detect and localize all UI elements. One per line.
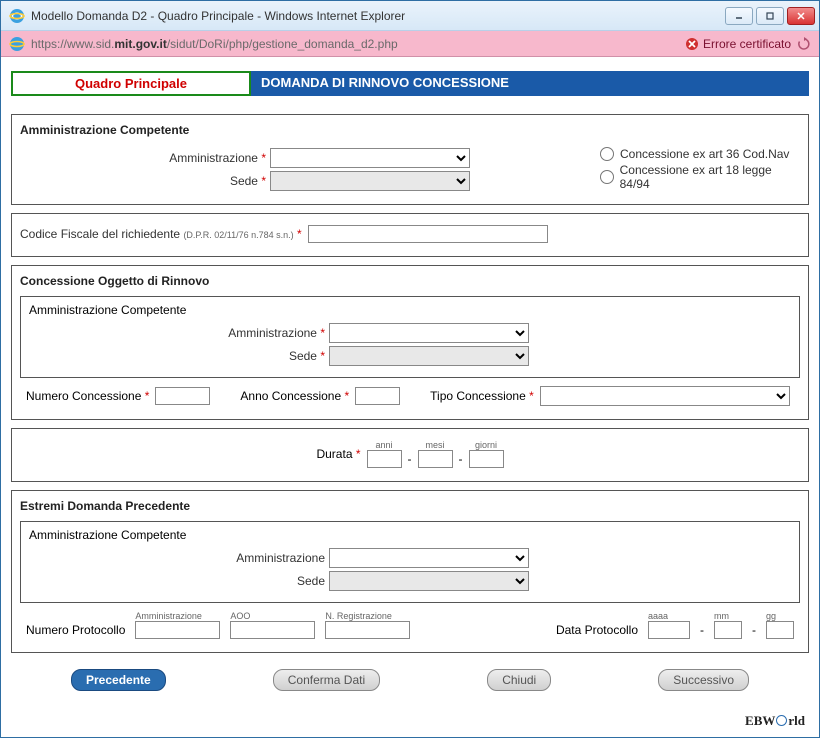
label-data-aaaa: aaaa bbox=[648, 611, 668, 621]
maximize-button[interactable] bbox=[756, 7, 784, 25]
input-codice-fiscale[interactable] bbox=[308, 225, 548, 243]
label-sede: Sede * bbox=[20, 174, 270, 188]
label-numero-protocollo: Numero Protocollo bbox=[26, 623, 125, 639]
select-estremi-amministrazione[interactable] bbox=[329, 548, 529, 568]
label-data-mm: mm bbox=[714, 611, 729, 621]
label-amministrazione: Amministrazione * bbox=[20, 151, 270, 165]
successivo-button[interactable]: Successivo bbox=[658, 669, 749, 691]
input-numero-concessione[interactable] bbox=[155, 387, 210, 405]
label-mesi: mesi bbox=[426, 440, 445, 450]
subsection-estremi-admin: Amministrazione Competente Amministrazio… bbox=[20, 521, 800, 603]
url-host: mit.gov.it bbox=[114, 37, 166, 51]
input-durata-mesi[interactable] bbox=[418, 450, 453, 468]
label-tipo-concessione: Tipo Concessione * bbox=[430, 389, 534, 403]
label-prot-admin: Amministrazione bbox=[135, 611, 202, 621]
section-rinnovo: Concessione Oggetto di Rinnovo Amministr… bbox=[11, 265, 809, 420]
label-prot-aoo: AOO bbox=[230, 611, 250, 621]
section-codice-fiscale: Codice Fiscale del richiedente (D.P.R. 0… bbox=[11, 213, 809, 257]
input-anno-concessione[interactable] bbox=[355, 387, 400, 405]
select-rinnovo-sede[interactable] bbox=[329, 346, 529, 366]
url-prefix: https://www.sid. bbox=[31, 37, 114, 51]
chiudi-button[interactable]: Chiudi bbox=[487, 669, 551, 691]
minimize-button[interactable] bbox=[725, 7, 753, 25]
label-rinnovo-amministrazione: Amministrazione * bbox=[29, 326, 329, 340]
certificate-error-text: Errore certificato bbox=[703, 37, 791, 51]
section-title-rinnovo: Concessione Oggetto di Rinnovo bbox=[20, 274, 800, 288]
radio-art18-input[interactable] bbox=[600, 170, 614, 184]
header-tab: Quadro Principale bbox=[11, 71, 251, 96]
radio-art18[interactable]: Concessione ex art 18 legge 84/94 bbox=[600, 163, 800, 191]
select-amministrazione[interactable] bbox=[270, 148, 470, 168]
input-prot-aoo[interactable] bbox=[230, 621, 315, 639]
label-anni: anni bbox=[376, 440, 393, 450]
radio-art36-input[interactable] bbox=[600, 147, 614, 161]
section-estremi: Estremi Domanda Precedente Amministrazio… bbox=[11, 490, 809, 653]
input-prot-nreg[interactable] bbox=[325, 621, 410, 639]
label-rinnovo-sede: Sede * bbox=[29, 349, 329, 363]
select-rinnovo-amministrazione[interactable] bbox=[329, 323, 529, 343]
window-title: Modello Domanda D2 - Quadro Principale -… bbox=[31, 9, 725, 23]
footer-brand: EBWrld bbox=[745, 713, 805, 729]
input-durata-giorni[interactable] bbox=[469, 450, 504, 468]
section-title-admin: Amministrazione Competente bbox=[20, 123, 800, 137]
select-sede[interactable] bbox=[270, 171, 470, 191]
window-titlebar: Modello Domanda D2 - Quadro Principale -… bbox=[1, 1, 819, 31]
label-estremi-amministrazione: Amministrazione bbox=[29, 551, 329, 565]
radio-art36-label: Concessione ex art 36 Cod.Nav bbox=[620, 147, 789, 161]
label-anno-concessione: Anno Concessione * bbox=[240, 389, 349, 403]
certificate-error[interactable]: Errore certificato bbox=[685, 37, 791, 51]
label-codice-fiscale: Codice Fiscale del richiedente (D.P.R. 0… bbox=[20, 227, 308, 241]
section-durata: Durata * anni - mesi - giorni bbox=[11, 428, 809, 482]
section-title-estremi: Estremi Domanda Precedente bbox=[20, 499, 800, 513]
subsection-title-rinnovo-admin: Amministrazione Competente bbox=[29, 303, 791, 317]
radio-art36[interactable]: Concessione ex art 36 Cod.Nav bbox=[600, 147, 800, 161]
conferma-dati-button[interactable]: Conferma Dati bbox=[273, 669, 380, 691]
section-admin-competente: Amministrazione Competente Amministrazio… bbox=[11, 114, 809, 205]
label-prot-nreg: N. Registrazione bbox=[325, 611, 392, 621]
ie-icon bbox=[9, 8, 25, 24]
label-data-gg: gg bbox=[766, 611, 776, 621]
url-path: /sidut/DoRi/php/gestione_domanda_d2.php bbox=[167, 37, 398, 51]
url-text[interactable]: https://www.sid.mit.gov.it/sidut/DoRi/ph… bbox=[31, 37, 685, 51]
subsection-rinnovo-admin: Amministrazione Competente Amministrazio… bbox=[20, 296, 800, 378]
globe-icon bbox=[776, 715, 787, 726]
close-button[interactable] bbox=[787, 7, 815, 25]
label-estremi-sede: Sede bbox=[29, 574, 329, 588]
select-tipo-concessione[interactable] bbox=[540, 386, 790, 406]
precedente-button[interactable]: Precedente bbox=[71, 669, 166, 691]
radio-art18-label: Concessione ex art 18 legge 84/94 bbox=[620, 163, 800, 191]
label-numero-concessione: Numero Concessione * bbox=[26, 389, 149, 403]
ie-page-icon bbox=[9, 36, 25, 52]
input-prot-admin[interactable] bbox=[135, 621, 220, 639]
input-data-aaaa[interactable] bbox=[648, 621, 690, 639]
select-estremi-sede[interactable] bbox=[329, 571, 529, 591]
subsection-title-estremi-admin: Amministrazione Competente bbox=[29, 528, 791, 542]
refresh-icon[interactable] bbox=[797, 37, 811, 51]
page-content: Quadro Principale DOMANDA DI RINNOVO CON… bbox=[1, 57, 819, 737]
address-bar: https://www.sid.mit.gov.it/sidut/DoRi/ph… bbox=[1, 31, 819, 57]
input-data-mm[interactable] bbox=[714, 621, 742, 639]
input-data-gg[interactable] bbox=[766, 621, 794, 639]
label-durata: Durata * bbox=[316, 447, 360, 461]
label-data-protocollo: Data Protocollo bbox=[556, 623, 638, 639]
page-title: DOMANDA DI RINNOVO CONCESSIONE bbox=[251, 71, 809, 96]
label-giorni: giorni bbox=[475, 440, 497, 450]
error-icon bbox=[685, 37, 699, 51]
input-durata-anni[interactable] bbox=[367, 450, 402, 468]
